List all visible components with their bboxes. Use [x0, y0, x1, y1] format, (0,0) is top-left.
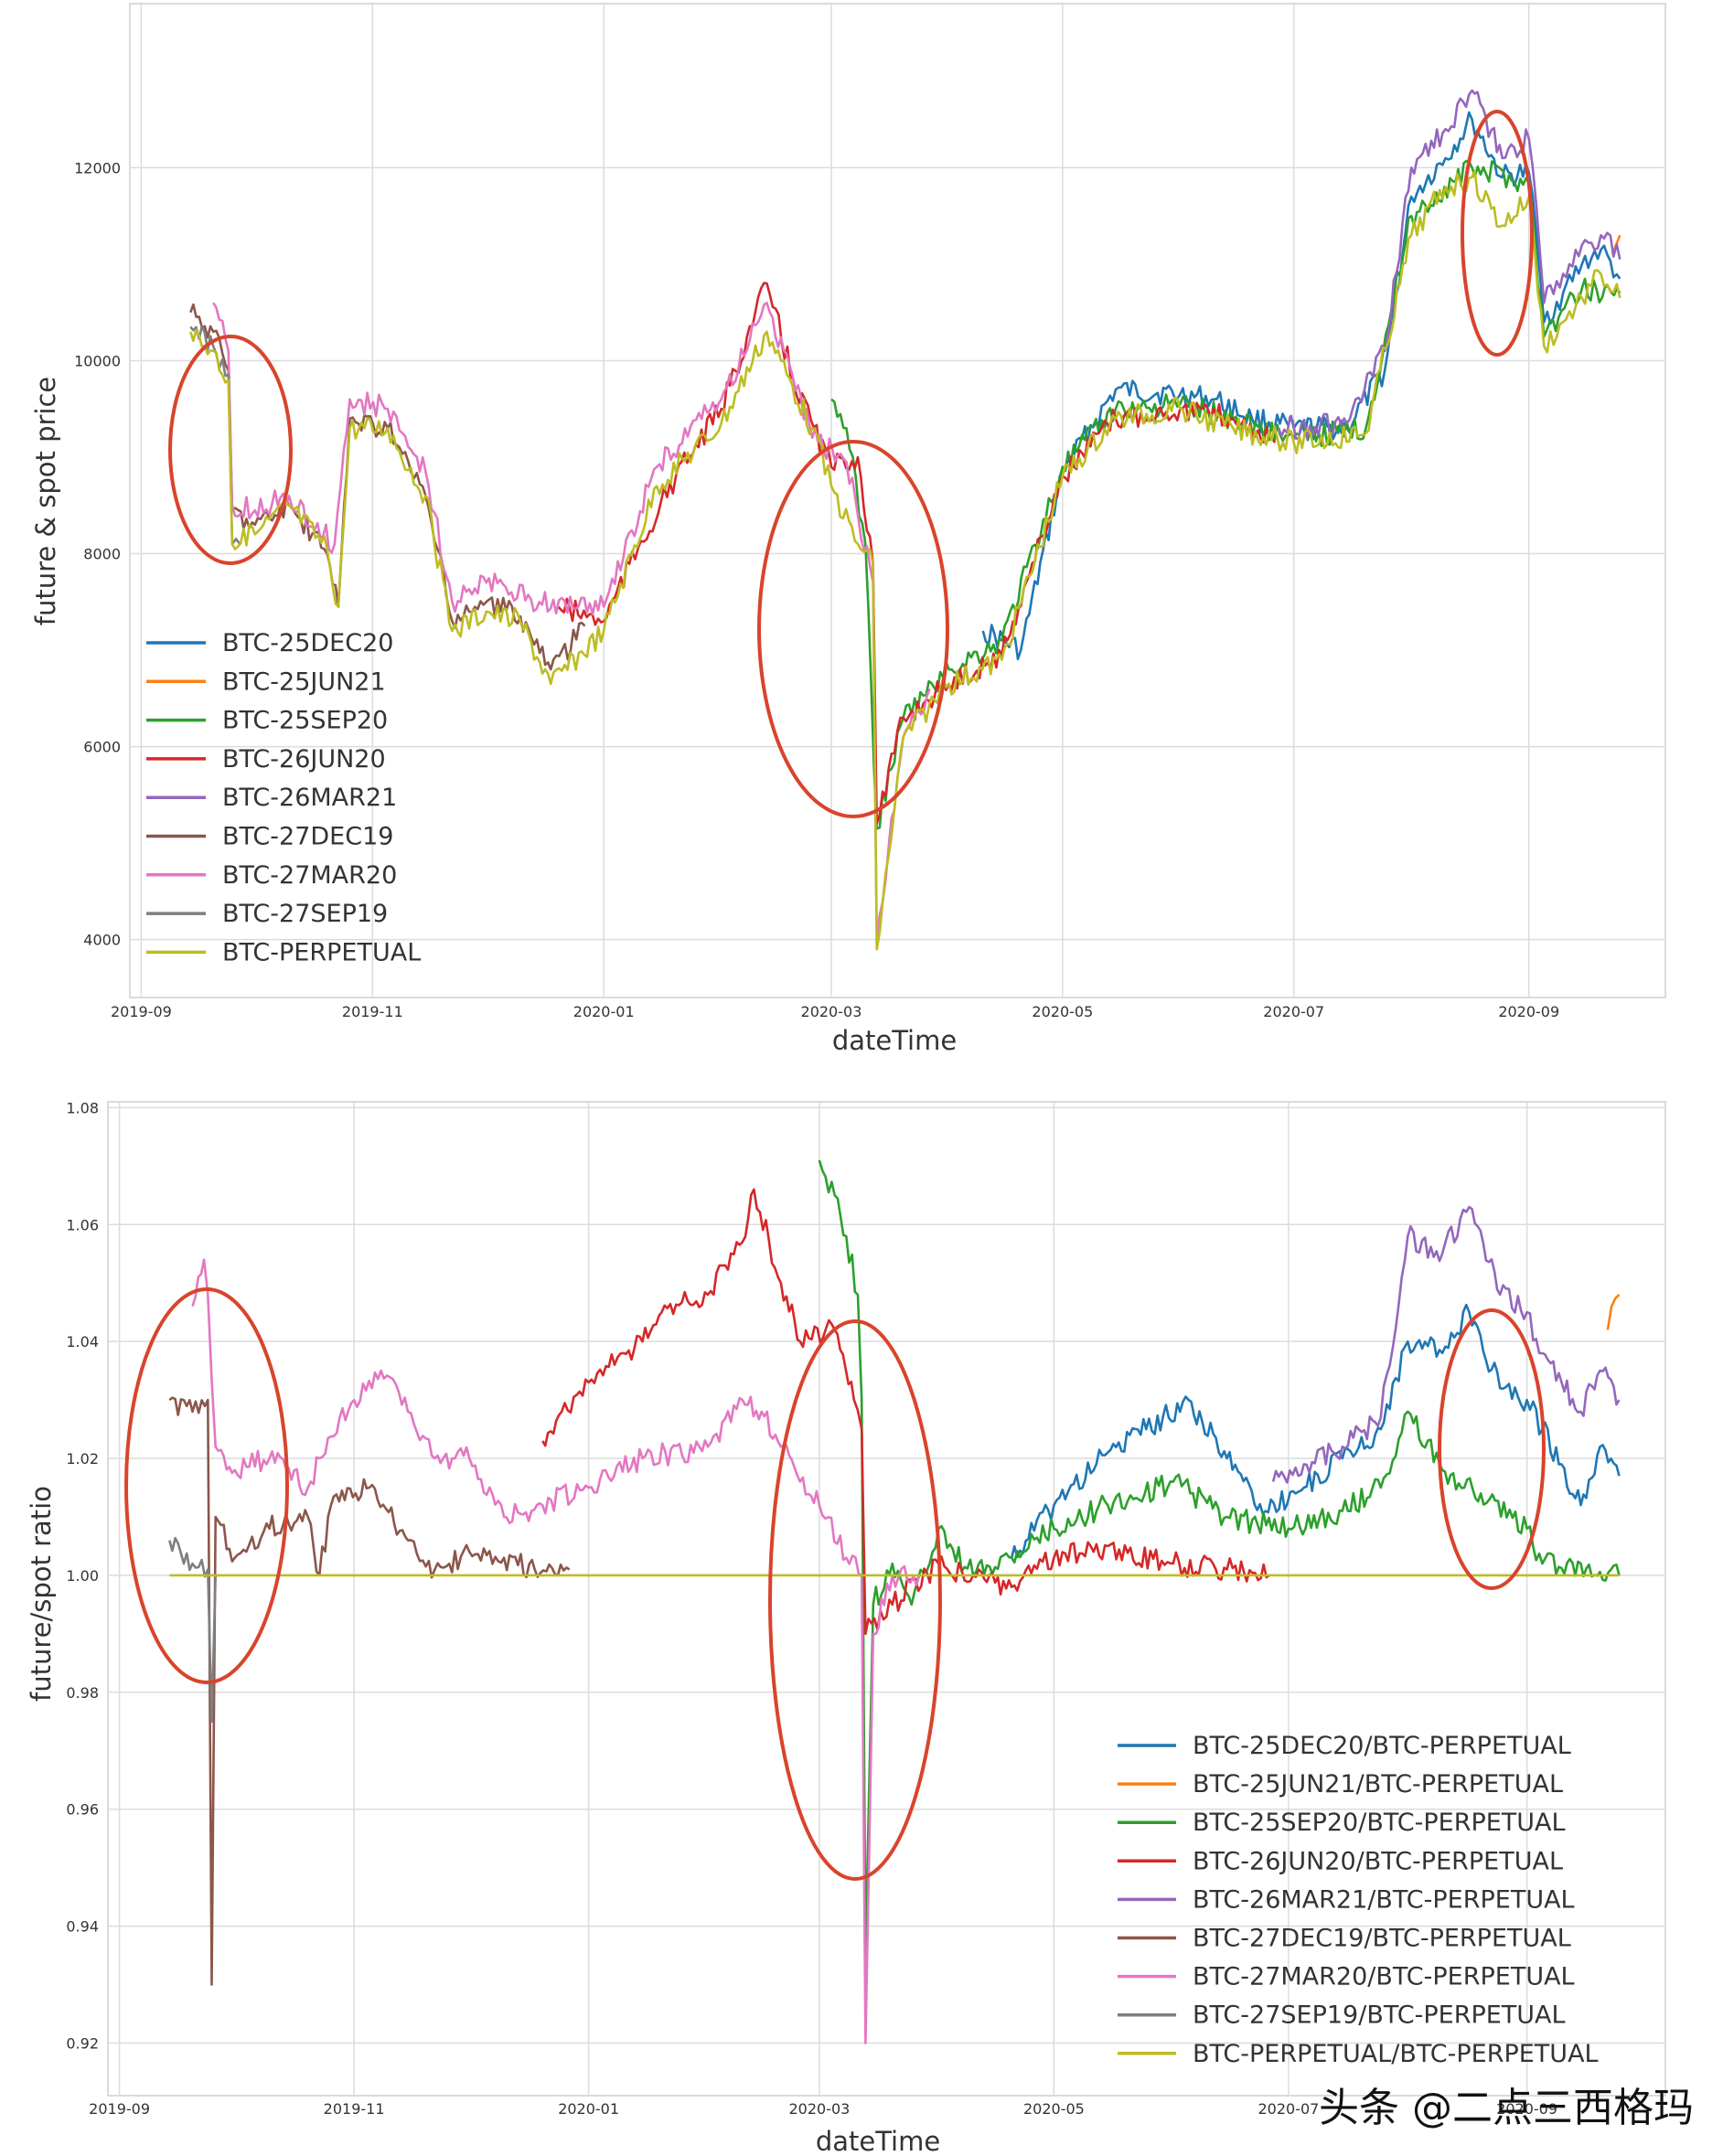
y-tick-label: 4000 — [83, 932, 121, 949]
series-line — [1271, 1205, 1621, 1484]
legend-label: BTC-26JUN20/BTC-PERPETUAL — [1193, 1847, 1563, 1875]
ratio-chart: 2019-09 2019-11 2020-01 2020-03 2020-05 2020-… — [26, 1099, 1666, 2156]
series-line — [818, 1159, 1621, 1957]
x-tick-label: 2020-07 — [1263, 1003, 1324, 1020]
x-tick-label: 2020-07 — [1257, 2100, 1319, 2118]
y-tick-label: 0.92 — [66, 2034, 99, 2052]
ratio-legend: BTC-25DEC20/BTC-PERPETUAL BTC-25JUN21/BTC… — [1118, 1732, 1599, 2068]
series-line — [168, 1396, 571, 1986]
ratio-plot-area — [107, 1101, 1666, 2097]
legend-label: BTC-27SEP19/BTC-PERPETUAL — [1193, 2001, 1566, 2030]
x-tick-label: 2020-09 — [1496, 2100, 1557, 2118]
y-tick-label: 1.08 — [66, 1099, 99, 1116]
x-tick-label: 2020-05 — [1023, 2100, 1085, 2118]
annotation-ellipse — [1461, 110, 1534, 357]
x-tick-label: 2019-11 — [324, 2100, 385, 2118]
x-tick-label: 2020-03 — [788, 2100, 850, 2118]
series-line — [189, 169, 1621, 951]
legend-label: BTC-PERPETUAL/BTC-PERPETUAL — [1193, 2040, 1599, 2068]
legend-label: BTC-25DEC20 — [222, 629, 393, 657]
watermark-text: 头条 @二点三西格玛 — [1319, 2085, 1694, 2131]
ratio-series-group — [168, 1159, 1621, 2044]
legend-label: BTC-PERPETUAL — [222, 938, 421, 966]
price-legend: BTC-25DEC20 BTC-25JUN21 BTC-25SEP20 BTC-26J… — [146, 629, 421, 966]
price-grid — [130, 4, 1665, 998]
price-plot-area — [129, 3, 1666, 998]
legend-label: BTC-27SEP19 — [222, 900, 388, 928]
legend-label: BTC-27MAR20 — [222, 861, 397, 890]
legend-label: BTC-26MAR21 — [222, 784, 397, 812]
legend-label: BTC-27DEC19/BTC-PERPETUAL — [1193, 1925, 1571, 1953]
annotation-ellipse — [124, 1287, 289, 1684]
price-ticks: 2019-09 2019-11 2020-01 2020-03 2020-05 2020-… — [74, 159, 1559, 1020]
price-chart: 2019-09 2019-11 2020-01 2020-03 2020-05 2020-… — [30, 3, 1666, 1056]
y-tick-label: 0.96 — [66, 1801, 99, 1819]
y-tick-label: 1.06 — [66, 1216, 99, 1233]
legend-label: BTC-27DEC19 — [222, 823, 393, 851]
y-tick-label: 10000 — [74, 352, 121, 369]
legend-label: BTC-25SEP20 — [222, 707, 388, 735]
ratio-x-axis-label: dateTime — [816, 2126, 940, 2156]
ratio-y-axis-label: future/spot ratio — [26, 1486, 57, 1702]
series-line — [189, 303, 586, 671]
annotation-ellipse — [757, 440, 949, 818]
x-tick-label: 2020-03 — [801, 1003, 862, 1020]
x-tick-label: 2019-09 — [89, 2100, 150, 2118]
series-line — [168, 1536, 219, 1724]
series-line — [191, 1258, 921, 2044]
x-tick-label: 2020-01 — [558, 2100, 619, 2118]
price-y-axis-label: future & spot price — [30, 377, 61, 626]
y-tick-label: 6000 — [83, 739, 121, 756]
x-tick-label: 2020-09 — [1498, 1003, 1559, 1020]
y-tick-label: 12000 — [74, 159, 121, 176]
series-line — [541, 1188, 1270, 1636]
legend-label: BTC-25SEP20/BTC-PERPETUAL — [1193, 1809, 1566, 1837]
annotation-ellipse — [768, 1319, 942, 1881]
y-tick-label: 8000 — [83, 546, 121, 563]
legend-label: BTC-26MAR21/BTC-PERPETUAL — [1193, 1885, 1575, 1914]
y-tick-label: 1.02 — [66, 1450, 99, 1468]
y-tick-label: 0.94 — [66, 1918, 99, 1936]
x-tick-label: 2019-09 — [111, 1003, 172, 1020]
ratio-grid — [108, 1102, 1665, 2096]
legend-label: BTC-25DEC20/BTC-PERPETUAL — [1193, 1732, 1571, 1760]
legend-label: BTC-25JUN21 — [222, 667, 386, 696]
x-tick-label: 2020-05 — [1032, 1003, 1093, 1020]
annotation-ellipse — [168, 335, 293, 565]
price-series-group — [189, 89, 1621, 951]
series-line — [1277, 89, 1621, 440]
x-tick-label: 2019-11 — [342, 1003, 403, 1020]
annotation-group — [124, 110, 1546, 1881]
y-tick-label: 1.04 — [66, 1333, 99, 1350]
price-x-axis-label: dateTime — [832, 1025, 957, 1056]
legend-label: BTC-26JUN20 — [222, 745, 386, 774]
series-line — [1606, 1294, 1621, 1330]
x-tick-label: 2020-01 — [573, 1003, 635, 1020]
legend-label: BTC-25JUN21/BTC-PERPETUAL — [1193, 1770, 1563, 1798]
series-line — [1010, 1303, 1621, 1559]
annotation-ellipse — [1438, 1308, 1546, 1590]
series-line — [212, 301, 931, 941]
y-tick-label: 0.98 — [66, 1684, 99, 1702]
ratio-ticks: 2019-09 2019-11 2020-01 2020-03 2020-05 2020-… — [66, 1099, 1557, 2118]
y-tick-label: 1.00 — [66, 1567, 99, 1585]
legend-label: BTC-27MAR20/BTC-PERPETUAL — [1193, 1963, 1575, 1991]
